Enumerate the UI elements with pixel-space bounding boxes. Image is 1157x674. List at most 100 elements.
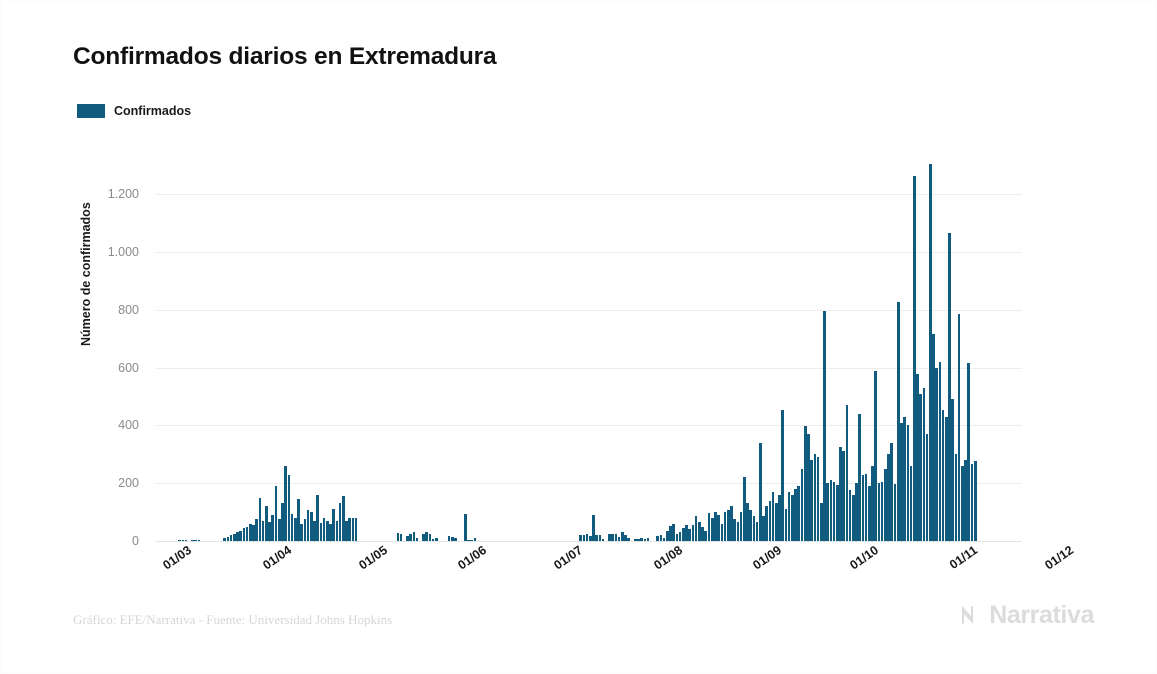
bar [463,514,467,541]
bar [694,515,698,541]
bar [454,537,457,541]
bar [338,503,342,541]
bar [425,532,429,541]
bar [800,468,804,541]
bar [835,484,839,541]
bar [293,517,297,541]
bar [665,531,669,541]
bar [864,473,868,541]
bar [646,537,650,541]
bar [791,494,794,541]
bar [399,534,403,541]
bar [345,520,348,541]
source-note: Gráfico: EFE/Narrativa - Fuente: Univers… [73,612,393,627]
bar [781,410,785,541]
y-axis-ticks: 0 200 400 600 800 1.000 1.200 [1,151,149,548]
x-tick-label: 01/07 [551,543,586,573]
bar [839,446,842,541]
brand-name: Narrativa [989,600,1094,629]
bar-series-confirmados [156,151,1022,541]
y-tick-label: 200 [118,476,139,491]
bar [884,468,887,541]
bar [611,534,615,541]
bar [274,486,278,541]
bar [691,524,695,541]
bar [287,474,291,541]
bar [342,496,345,541]
bar [409,533,412,541]
gridline [156,367,1022,369]
bar [973,461,977,541]
bar [297,499,300,541]
x-tick-label: 01/11 [946,543,981,573]
bar [803,426,807,541]
bar [678,532,682,541]
bar [964,460,967,541]
bar [957,313,961,541]
bar [682,528,685,541]
bar [431,538,435,541]
bar [765,506,769,541]
bar [284,465,287,541]
bar [893,484,897,541]
bar [467,539,470,541]
bar [945,416,948,541]
bar [701,526,704,541]
bar [271,515,275,541]
bar [325,520,329,541]
bar [707,513,711,541]
bar [595,534,599,541]
bar [624,535,627,541]
bar [335,520,339,541]
bar [239,531,243,541]
bar [319,523,323,541]
bar [406,535,409,541]
bar [473,538,477,541]
bar [255,519,259,541]
bar [197,540,201,541]
bar [861,474,865,541]
bar [447,535,451,541]
bar [922,387,926,541]
y-tick-label: 1.200 [107,187,139,202]
bar [816,457,820,541]
bar [675,533,679,541]
bar [329,523,332,541]
bar [909,465,913,541]
bar [245,526,249,541]
bar [579,534,582,541]
bar [739,512,743,541]
y-tick-label: 400 [118,418,139,433]
bar [877,483,881,541]
bar [656,536,659,541]
bar [265,506,268,541]
bar [928,164,932,541]
gridline [156,252,1022,254]
bar [852,494,855,541]
bar [582,535,586,541]
bar [637,538,640,541]
bar [784,509,788,541]
bar [178,540,182,541]
bar [435,538,438,541]
bar [592,515,595,541]
page-title: Confirmados diarios en Extremadura [73,43,497,70]
bar [787,491,791,541]
x-axis-ticks: 01/03 01/04 01/05 01/06 01/07 01/08 01/09 01/10… [156,543,1077,599]
bar [868,486,871,541]
bar [672,524,676,541]
bar [191,540,194,541]
bar [598,535,602,541]
bar [348,517,352,541]
bar [935,367,939,541]
bar [303,519,307,541]
bar [698,521,701,541]
bar [813,454,817,541]
bar [832,481,836,541]
bar [919,393,922,541]
bar [659,534,663,541]
bar [236,532,239,541]
bar [252,525,255,541]
bar [685,524,688,541]
bar [752,516,756,541]
